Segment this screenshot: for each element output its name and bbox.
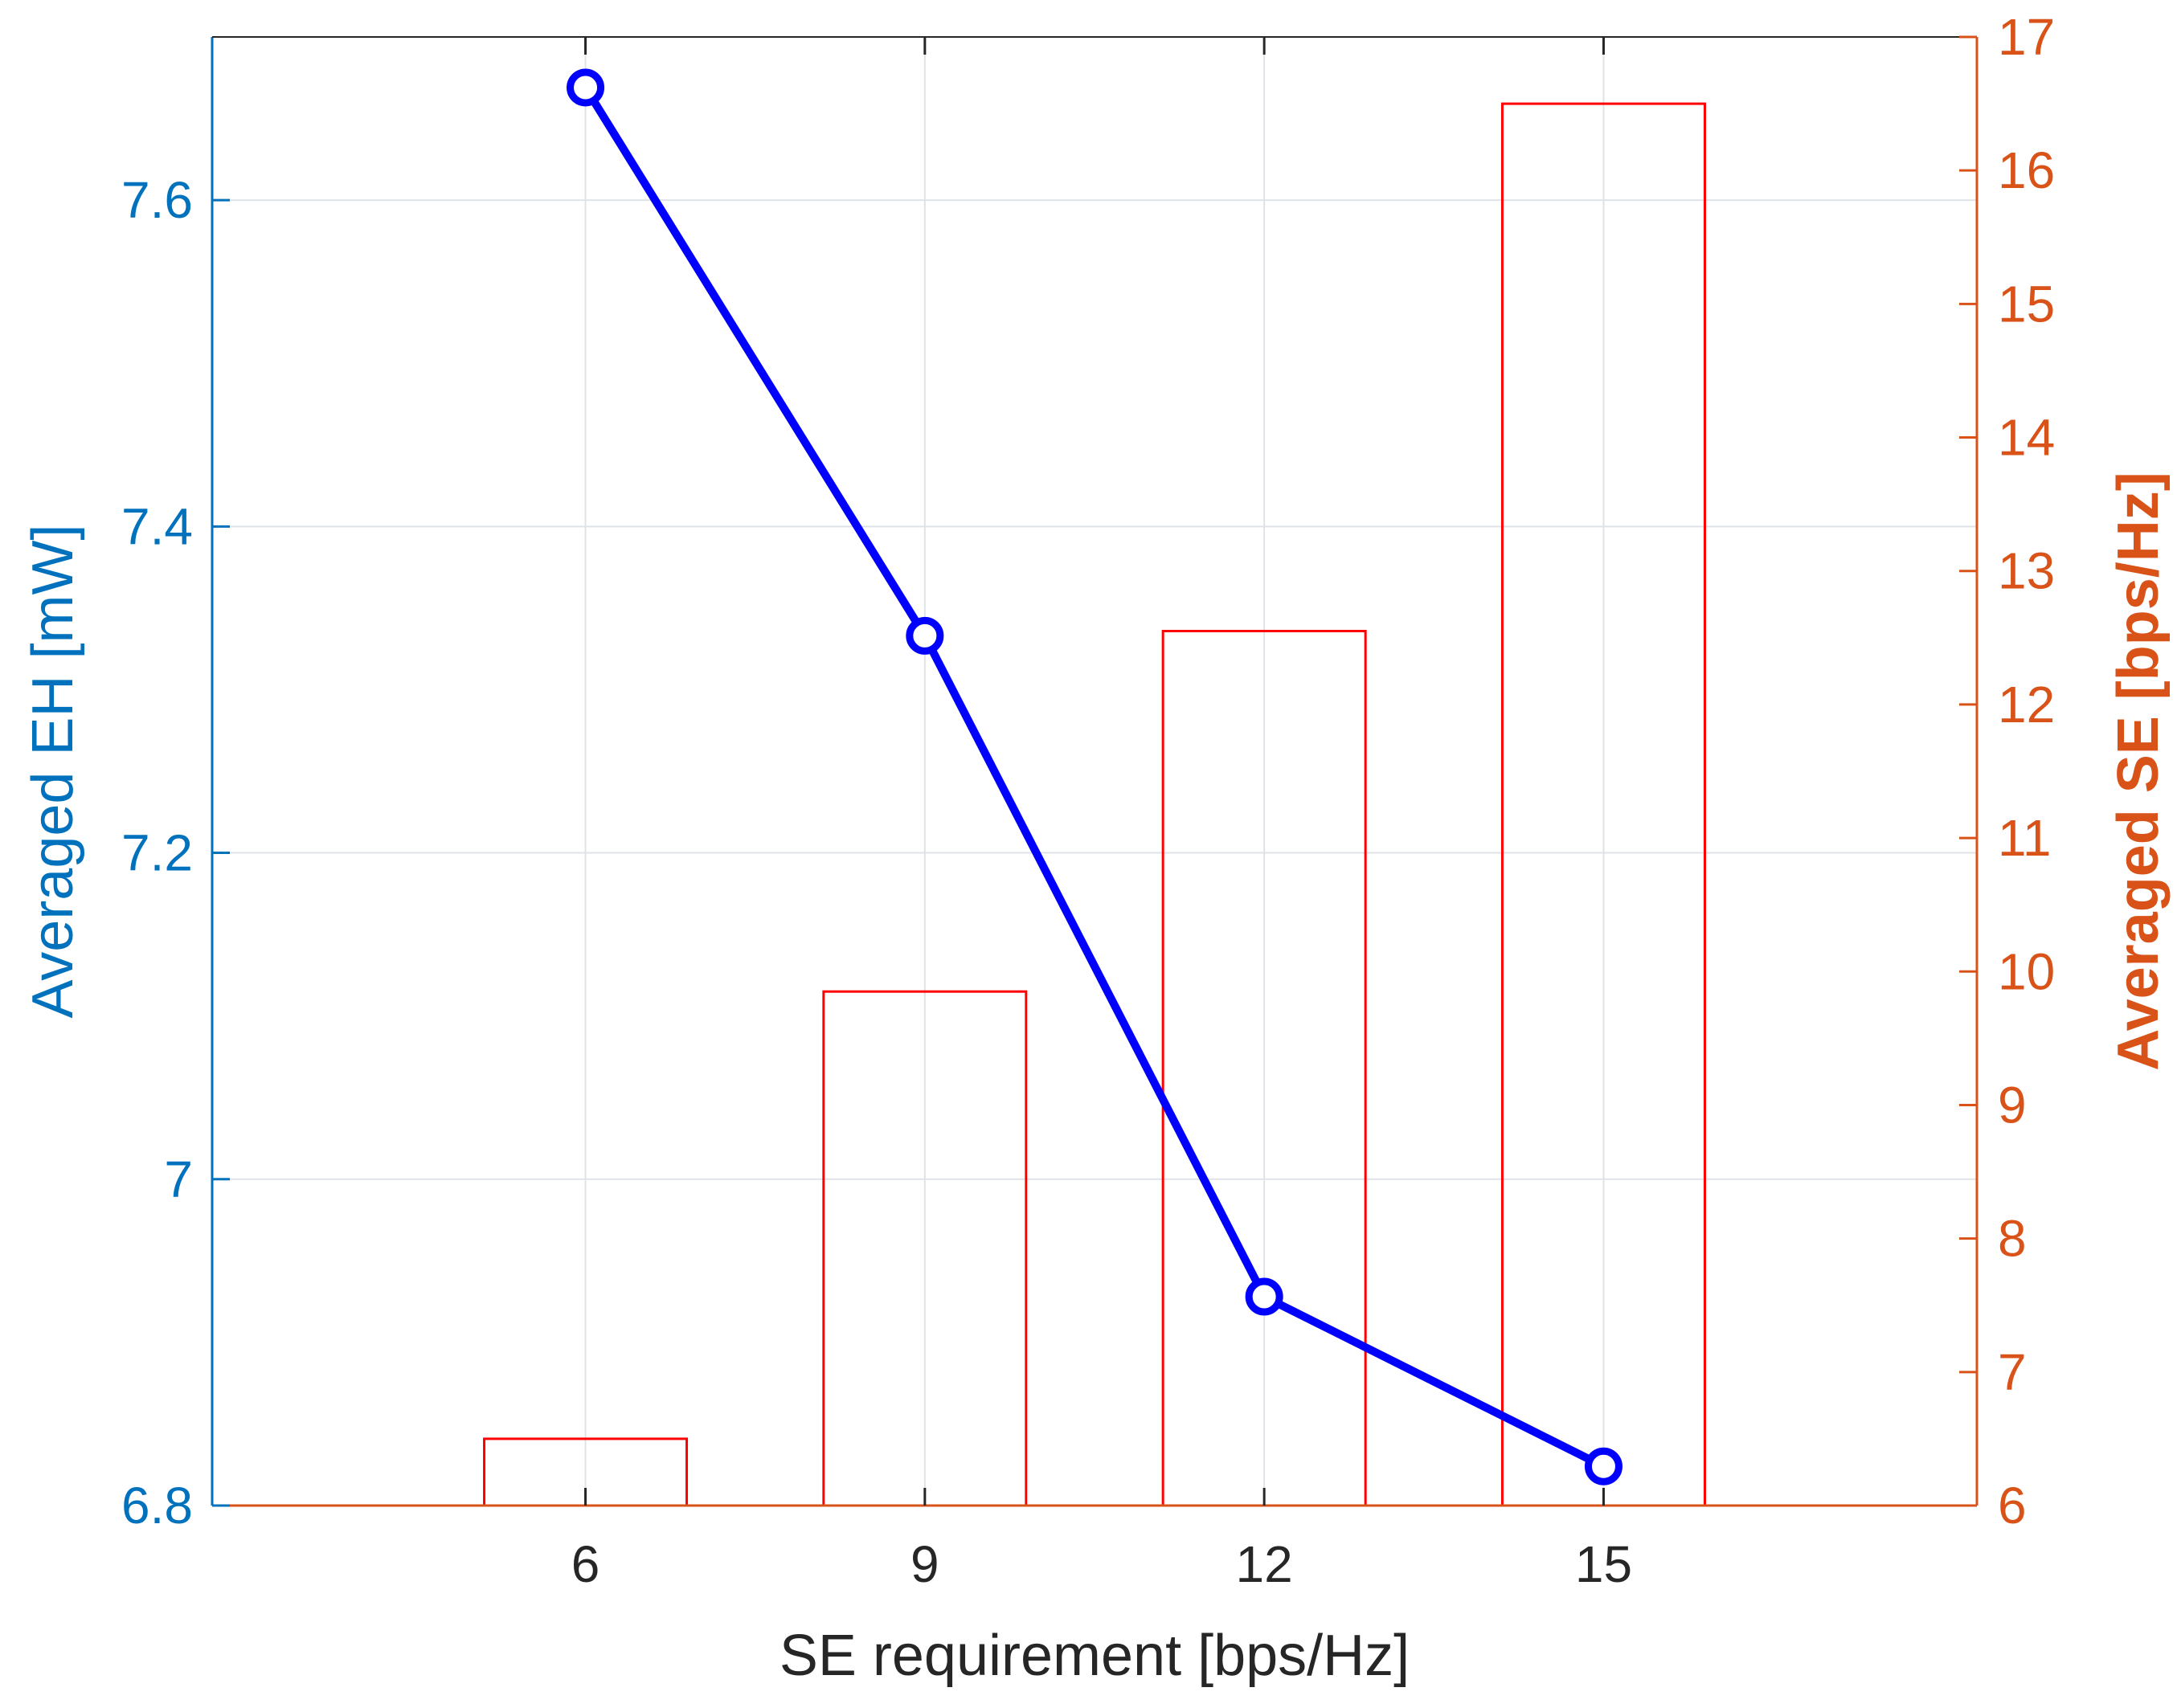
right-tick-label: 17 — [1998, 8, 2055, 66]
right-tick-label: 6 — [1998, 1477, 2027, 1534]
left-tick-label: 7.4 — [121, 497, 193, 555]
x-tick-label: 9 — [910, 1535, 939, 1593]
tick-labels: 6.8 7 7.2 7.4 7.6 6 7 8 9 10 11 12 13 14 15 16 17 6 9 12 15 — [121, 8, 2055, 1593]
x-tick-label: 15 — [1575, 1535, 1632, 1593]
right-tick-label: 15 — [1998, 275, 2055, 333]
right-tick-label: 7 — [1998, 1343, 2027, 1401]
x-tick-label: 6 — [571, 1535, 600, 1593]
line-marker — [906, 616, 944, 655]
right-tick-label: 11 — [1998, 809, 2051, 867]
plot-area — [212, 37, 1977, 1506]
line-marker — [1584, 1447, 1623, 1485]
axes — [211, 35, 1979, 1507]
line-series — [567, 68, 1623, 1485]
right-tick-label: 14 — [1998, 409, 2055, 467]
line-path — [581, 83, 1608, 1471]
x-axis-label: SE requirement [bps/Hz] — [780, 1624, 1410, 1688]
left-tick-label: 7.2 — [121, 824, 193, 882]
left-tick-label: 6.8 — [121, 1477, 193, 1534]
y-axis-label-right: Averaged SE [bps/Hz] — [2106, 472, 2171, 1071]
line-marker — [567, 68, 605, 107]
right-tick-label: 16 — [1998, 141, 2055, 199]
left-tick-label: 7 — [164, 1150, 193, 1208]
right-tick-label: 8 — [1998, 1210, 2027, 1268]
right-tick-label: 9 — [1998, 1076, 2027, 1134]
left-tick-label: 7.6 — [121, 171, 193, 229]
right-tick-label: 10 — [1998, 942, 2055, 1000]
x-tick-label: 12 — [1236, 1535, 1293, 1593]
right-tick-label: 13 — [1998, 542, 2055, 600]
line-marker — [1245, 1277, 1283, 1316]
y-axis-label-left: Averaged EH [mW] — [21, 525, 85, 1019]
right-tick-label: 12 — [1998, 676, 2055, 733]
